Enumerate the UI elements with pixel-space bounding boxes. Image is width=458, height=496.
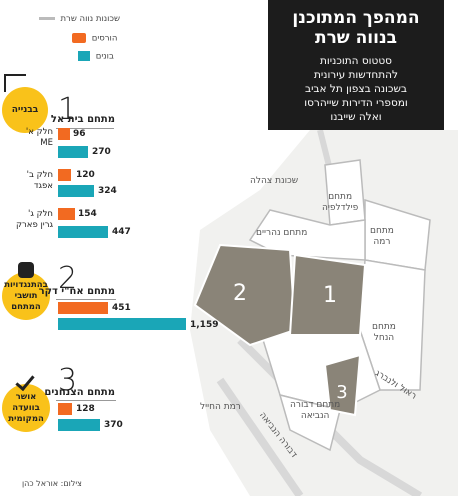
map: 2 1 3: [180, 130, 458, 496]
value-demolished-1b: 120: [76, 170, 95, 180]
legend-built: בונים: [78, 51, 114, 62]
area-2: [193, 243, 297, 347]
group-2-number: 2: [58, 261, 78, 296]
bar-built-1b: [58, 185, 94, 197]
group-3-title: מתחם הצנחנים: [44, 387, 115, 398]
status-badge-objections: בהתנגדויות תושבי המתחם: [2, 272, 50, 320]
bar-demolished-1a: [58, 128, 70, 140]
fist-icon: [18, 262, 34, 278]
title-box: המהפך המתוכנן בנווה שרת סטטוס התוכניות ל…: [268, 0, 444, 138]
legend-road: שכונות נווה שרת: [0, 14, 120, 24]
group-3-divider: [56, 400, 116, 401]
map-label-naharayim: מתחם נהריים: [256, 228, 308, 238]
area-3-number: 3: [336, 382, 347, 403]
page-subtitle: סטטוס התוכניות להתחדשות עירונית בשכונה ב…: [304, 55, 408, 123]
status-badge-construction: בבנייה: [2, 87, 48, 133]
row-1c-label: חלק ג' גרין פארק: [15, 209, 53, 230]
group-1-number: 1: [58, 92, 78, 127]
page-title: המהפך המתוכנן בנווה שרת: [292, 8, 420, 48]
bar-demolished-1c: [58, 208, 75, 220]
map-label-philadelphia: מתחם פילדלפיה: [322, 192, 359, 213]
value-demolished-3: 128: [76, 404, 95, 414]
photo-credit: צילום: אוראל כהן: [22, 479, 82, 488]
area-2-number: 2: [233, 281, 247, 306]
value-built-2: 1,159: [190, 320, 219, 330]
building-icon: [78, 51, 90, 61]
area-3: [323, 353, 362, 417]
map-label-dvora: מתחם דבורה הנביאה: [290, 400, 341, 421]
road-line-icon: [38, 17, 55, 20]
bar-demolished-2: [58, 302, 108, 314]
value-demolished-1c: 154: [78, 209, 97, 219]
group-1-divider: [56, 128, 114, 129]
group-3-number: 3: [58, 363, 78, 398]
value-built-1a: 270: [92, 147, 111, 157]
area-dvora: [278, 393, 341, 452]
value-built-1c: 447: [112, 227, 131, 237]
crane-icon: [4, 74, 26, 92]
value-demolished-2: 451: [112, 303, 131, 313]
road-dvora: [216, 377, 304, 496]
bar-demolished-3: [58, 403, 72, 415]
area-1-number: 1: [323, 283, 337, 308]
map-label-ramat-hahayal: רמת החייל: [200, 402, 241, 412]
map-label-tzahala: שכונת צהלה: [250, 176, 299, 186]
group-2-divider: [56, 299, 116, 300]
row-1a-label: חלק א' ME: [25, 127, 53, 148]
bulldozer-icon: [72, 33, 86, 43]
bar-demolished-1b: [58, 169, 71, 181]
group-2-title: מתחם אח"י דקר: [38, 286, 115, 297]
group-1-title: מתחם בית אל: [50, 114, 115, 125]
value-built-1b: 324: [98, 186, 117, 196]
bar-built-3: [58, 419, 100, 431]
area-1: [288, 253, 367, 336]
bar-built-1a: [58, 146, 88, 158]
value-demolished-1a: 96: [73, 129, 86, 139]
bar-built-1c: [58, 226, 108, 238]
row-1b-label: חלק ב' אפגד: [26, 170, 53, 191]
bar-built-2: [58, 318, 186, 330]
map-label-nahal: מתחם הנחל: [372, 322, 396, 343]
legend-demolished: הורסים: [72, 33, 117, 44]
status-badge-approved: אושר בוועדה המקומית: [2, 384, 50, 432]
map-label-ramah: מתחם רמה: [370, 226, 394, 247]
value-built-3: 370: [104, 420, 123, 430]
